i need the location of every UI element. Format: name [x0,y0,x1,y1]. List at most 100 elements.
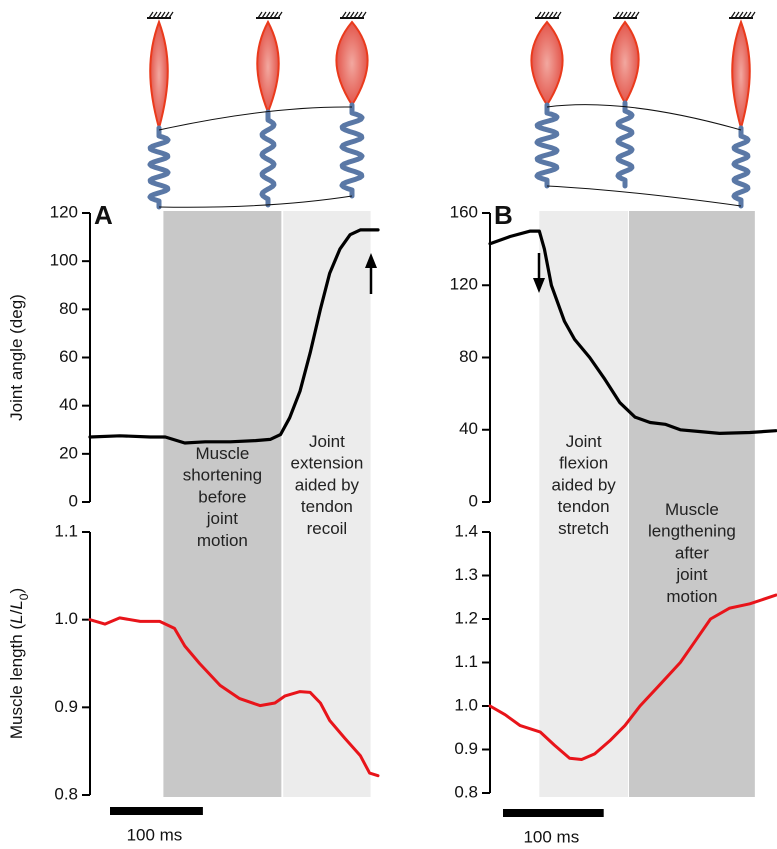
link-line [158,195,353,208]
y-tick-label: 0 [469,491,478,510]
y-tick-label: 1.3 [454,565,478,584]
anchor-hatch [634,11,640,19]
annotation-line: Joint [566,432,602,451]
y-axis-label: Muscle length (L/L0) [7,588,31,739]
anchor-hatch [160,11,166,19]
annotation-line: motion [666,587,717,606]
tendon [534,102,560,189]
anchor-hatch [357,11,363,19]
muscle [731,19,751,132]
span-annotation: Joint flexion aided by tendon stretch [552,432,617,538]
anchor-hatch [269,11,275,19]
muscle [335,20,369,107]
anchor-hatch [349,11,355,19]
annotation-line: recoil [307,519,348,538]
anchor-hatch [540,11,546,19]
annotation-line: Joint [309,432,345,451]
annotation-line: motion [197,531,248,550]
y-tick-label: 0.9 [454,739,478,758]
anchor-hatch [345,11,351,19]
y-tick-label: 40 [459,419,478,438]
data-line [488,229,777,435]
link-line [546,185,742,207]
annotation-line: stretch [558,519,609,538]
span-annotation: Muscle lengthening after joint motion [648,500,736,606]
annotation-line: after [675,544,709,563]
y-label-part: Muscle length ( [7,624,26,740]
y-label-part: L [7,600,26,609]
tendon [259,109,277,208]
y-tick-label: 100 [50,251,78,270]
span [283,211,371,797]
y-tick-label: 1.0 [454,695,478,714]
anchor-hatch [341,11,347,19]
annotation-line: tendon [301,498,353,517]
anchor-hatch [630,11,636,19]
y-tick-label: 120 [450,275,478,294]
data-line [488,593,777,761]
scale-bar-label: 100 ms [127,825,183,844]
tendon [339,102,365,199]
link-line [158,106,353,131]
anchor-hatch [361,11,367,19]
y-tick-label: 1.1 [454,652,478,671]
tendon [615,100,635,189]
annotation-line: joint [206,510,238,529]
data-line [88,616,380,778]
span-annotation: Muscle shortening before joint motion [183,444,262,550]
annotation-line: flexion [559,454,608,473]
anchor-hatch [277,11,283,19]
anchor-hatch [614,11,620,19]
scale-bar-label: 100 ms [523,827,579,846]
anchor-hatch [750,11,756,19]
anchor-hatch [618,11,624,19]
muscle-tendon-diagrams [147,11,756,210]
anchor-hatch [265,11,271,19]
tendon [731,125,751,209]
arrow [533,253,545,293]
spans [163,211,755,797]
y-tick-label: 1.1 [54,521,78,540]
anchor-hatch [353,11,359,19]
y-tick-label: 80 [459,347,478,366]
y-label-part: 0 [17,593,31,600]
anchor-hatch [552,11,558,19]
annotation-line: lengthening [648,522,736,541]
y-label-part: L [7,614,26,623]
anchor-hatch [622,11,628,19]
y-label-part: ) [7,588,26,594]
muscle [530,20,564,107]
arrow [365,253,377,294]
span [628,211,755,797]
y-tick-label: 1.4 [454,521,478,540]
annotation-line: Muscle [665,500,719,519]
span [539,211,628,797]
annotation-line: Muscle [195,444,249,463]
y-axis-label: Joint angle (deg) [7,294,26,421]
annotation-line: joint [675,566,707,585]
anchor-hatch [626,11,632,19]
anchor-hatch [548,11,554,19]
y-tick-label: 0 [69,491,78,510]
plots: Muscle shortening before joint motion Joint ex… [7,200,777,846]
y-tick-label: 80 [59,299,78,318]
tendon [147,125,171,210]
y-tick-label: 1.2 [454,608,478,627]
y-tick-label: 20 [59,443,78,462]
annotation-line: extension [291,454,364,473]
y-tick-label: 160 [450,202,478,221]
anchor-hatch [746,11,752,19]
anchor-hatch [273,11,279,19]
y-tick-label: 0.9 [54,697,78,716]
y-tick-label: 0.8 [454,782,478,801]
anchor-hatch [152,11,158,19]
anchor-hatch [148,11,154,19]
panel-letter: B [494,200,513,230]
span [163,211,282,797]
annotation-line: tendon [558,498,610,517]
muscle [149,19,169,132]
anchor-hatch [544,11,550,19]
anchor-hatch [257,11,263,19]
